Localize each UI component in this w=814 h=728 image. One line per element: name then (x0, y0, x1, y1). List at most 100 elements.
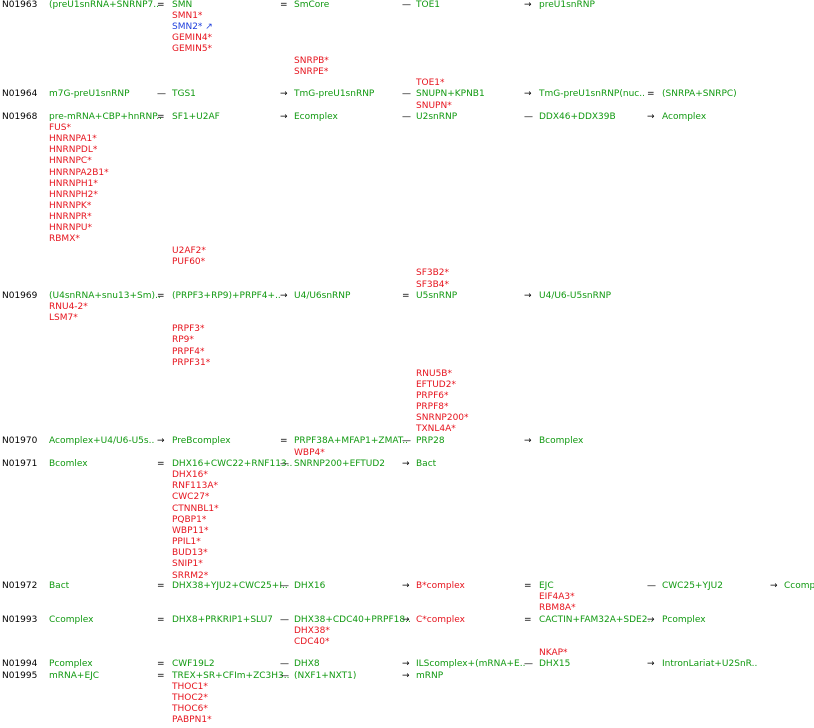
node-pcomplex[interactable]: Pcomplex (662, 615, 706, 625)
node-dhx38-yju2-cwc25-i[interactable]: DHX38+YJU2+CWC25+I.. (172, 581, 288, 591)
node-u2snrnp[interactable]: U2snRNP (416, 112, 458, 122)
node-mrna-ejc[interactable]: mRNA+EJC (49, 671, 100, 681)
node-acomplex-u4-u6-u5s[interactable]: Acomplex+U4/U6-U5s.. (49, 436, 155, 446)
node-c-complex[interactable]: C*complex (416, 615, 465, 625)
gene-rnu5b[interactable]: RNU5B* (416, 369, 452, 379)
gene-cdc40[interactable]: CDC40* (294, 637, 330, 647)
node-ilscomplex-mrna-e[interactable]: ILScomplex+(mRNA+E.. (416, 659, 526, 669)
node-dhx8[interactable]: DHX8 (294, 659, 320, 669)
node-u4-u6-u5snrnp[interactable]: U4/U6-U5snRNP (539, 291, 612, 301)
gene-prpf8[interactable]: PRPF8* (416, 402, 449, 412)
node-dhx15[interactable]: DHX15 (539, 659, 571, 669)
node-ccompl[interactable]: Ccompl (784, 581, 814, 591)
gene-hnrnpdl[interactable]: HNRNPDL* (49, 145, 98, 155)
gene-rbm8a[interactable]: RBM8A* (539, 603, 576, 613)
gene-gemin5[interactable]: GEMIN5* (172, 44, 213, 54)
node-cwf19l2[interactable]: CWF19L2 (172, 659, 215, 669)
gene-hnrnpr[interactable]: HNRNPR* (49, 212, 92, 222)
gene-thoc2[interactable]: THOC2* (172, 693, 208, 703)
node-preu1snrna-snrnp7[interactable]: (preU1snRNA+SNRNP7.. (49, 0, 159, 10)
node-pre-mrna-cbp-hnrnp[interactable]: pre-mRNA+CBP+hnRNP.. (49, 112, 163, 122)
gene-hnrnpu[interactable]: HNRNPU* (49, 223, 93, 233)
node-smn[interactable]: SMN (172, 0, 193, 10)
gene-smn2[interactable]: SMN2* ↗ (172, 22, 213, 32)
node-bcomplex[interactable]: Bcomplex (539, 436, 584, 446)
node-nxf1-nxt1[interactable]: (NXF1+NXT1) (294, 671, 357, 681)
node-intronlariat-u2snr[interactable]: IntronLariat+U2SnR.. (662, 659, 758, 669)
node-b-complex[interactable]: B*complex (416, 581, 465, 591)
gene-prpf3[interactable]: PRPF3* (172, 324, 205, 334)
gene-snrpe[interactable]: SNRPE* (294, 67, 329, 77)
gene-toe1[interactable]: TOE1* (416, 78, 445, 88)
gene-smn1[interactable]: SMN1* (172, 11, 203, 21)
gene-gemin4[interactable]: GEMIN4* (172, 33, 213, 43)
gene-hnrnph2[interactable]: HNRNPH2* (49, 190, 98, 200)
node-trex-sr-cfim-zc3h3[interactable]: TREX+SR+CFIm+ZC3H3.. (172, 671, 290, 681)
gene-sf3b4[interactable]: SF3B4* (416, 280, 450, 290)
gene-u2af2[interactable]: U2AF2* (172, 246, 206, 256)
node-tgs1[interactable]: TGS1 (172, 89, 196, 99)
node-dhx8-prkrip1-slu7[interactable]: DHX8+PRKRIP1+SLU7 (172, 615, 273, 625)
node-m7g-preu1snrnp[interactable]: m7G-preU1snRNP (49, 89, 130, 99)
gene-snip1[interactable]: SNIP1* (172, 559, 203, 569)
node-tmg-preu1snrnp[interactable]: TmG-preU1snRNP (294, 89, 375, 99)
gene-eif4a3[interactable]: EIF4A3* (539, 592, 575, 602)
gene-rp9[interactable]: RP9* (172, 335, 194, 345)
node-cwc25-yju2[interactable]: CWC25+YJU2 (662, 581, 723, 591)
node-ejc[interactable]: EJC (539, 581, 554, 591)
gene-snrnp200[interactable]: SNRNP200* (416, 413, 469, 423)
node-ecomplex[interactable]: Ecomplex (294, 112, 338, 122)
gene-prpf4[interactable]: PRPF4* (172, 347, 205, 357)
gene-eftud2[interactable]: EFTUD2* (416, 380, 456, 390)
gene-puf60[interactable]: PUF60* (172, 257, 206, 267)
node-ccomplex[interactable]: Ccomplex (49, 615, 94, 625)
node-prebcomplex[interactable]: PreBcomplex (172, 436, 231, 446)
node-bact[interactable]: Bact (49, 581, 70, 591)
node-bcomlex[interactable]: Bcomlex (49, 459, 88, 469)
gene-snrpb[interactable]: SNRPB* (294, 56, 329, 66)
gene-prpf31[interactable]: PRPF31* (172, 358, 211, 368)
node-pcomplex[interactable]: Pcomplex (49, 659, 93, 669)
gene-thoc6[interactable]: THOC6* (172, 704, 208, 714)
node-bact[interactable]: Bact (416, 459, 437, 469)
gene-hnrnph1[interactable]: HNRNPH1* (49, 179, 98, 189)
gene-wbp11[interactable]: WBP11* (172, 526, 209, 536)
gene-fus[interactable]: FUS* (49, 123, 71, 133)
gene-thoc1[interactable]: THOC1* (172, 682, 208, 692)
node-dhx38-cdc40-prpf18[interactable]: DHX38+CDC40+PRPF18.. (294, 615, 411, 625)
node-u5snrnp[interactable]: U5snRNP (416, 291, 458, 301)
node-preu1snrnp[interactable]: preU1snRNP (539, 0, 595, 10)
node-toe1[interactable]: TOE1 (416, 0, 440, 10)
node-dhx16-cwc22-rnf113[interactable]: DHX16+CWC22+RNF113.. (172, 459, 293, 469)
gene-pqbp1[interactable]: PQBP1* (172, 515, 207, 525)
node-sf1-u2af[interactable]: SF1+U2AF (172, 112, 220, 122)
node-prp28[interactable]: PRP28 (416, 436, 445, 446)
node-mrnp[interactable]: mRNP (416, 671, 444, 681)
gene-pabpn1[interactable]: PABPN1* (172, 715, 212, 725)
gene-ctnnbl1[interactable]: CTNNBL1* (172, 504, 219, 514)
node-snrpa-snrpc[interactable]: (SNRPA+SNRPC) (662, 89, 737, 99)
node-dhx16[interactable]: DHX16 (294, 581, 326, 591)
node-snrnp200-eftud2[interactable]: SNRNP200+EFTUD2 (294, 459, 386, 469)
gene-sf3b2[interactable]: SF3B2* (416, 268, 450, 278)
gene-hnrnpk[interactable]: HNRNPK* (49, 201, 92, 211)
gene-bud13[interactable]: BUD13* (172, 548, 208, 558)
gene-dhx38[interactable]: DHX38* (294, 626, 330, 636)
gene-ppil1[interactable]: PPIL1* (172, 537, 201, 547)
gene-snupn[interactable]: SNUPN* (416, 100, 452, 111)
gene-wbp4[interactable]: WBP4* (294, 447, 325, 458)
gene-lsm7[interactable]: LSM7* (49, 313, 78, 323)
node-u4-u6snrnp[interactable]: U4/U6snRNP (294, 291, 351, 301)
gene-hnrnpc[interactable]: HNRNPC* (49, 156, 92, 166)
gene-hnrnpa1[interactable]: HNRNPA1* (49, 134, 97, 144)
gene-txnl4a[interactable]: TXNL4A* (416, 424, 456, 434)
node-u4snrna-snu13-sm[interactable]: (U4snRNA+snu13+Sm).. (49, 291, 161, 301)
node-prpf38a-mfap1-zmat[interactable]: PRPF38A+MFAP1+ZMAT.. (294, 436, 408, 446)
gene-rnu4-2[interactable]: RNU4-2* (49, 302, 88, 312)
gene-prpf6[interactable]: PRPF6* (416, 391, 449, 401)
node-smcore[interactable]: SmCore (294, 0, 330, 10)
gene-srrm2[interactable]: SRRM2* (172, 571, 209, 581)
node-ddx46-ddx39b[interactable]: DDX46+DDX39B (539, 112, 616, 122)
node-prpf3-rp9-prpf4[interactable]: (PRPF3+RP9)+PRPF4+.. (172, 291, 281, 301)
gene-rnf113a[interactable]: RNF113A* (172, 481, 218, 491)
